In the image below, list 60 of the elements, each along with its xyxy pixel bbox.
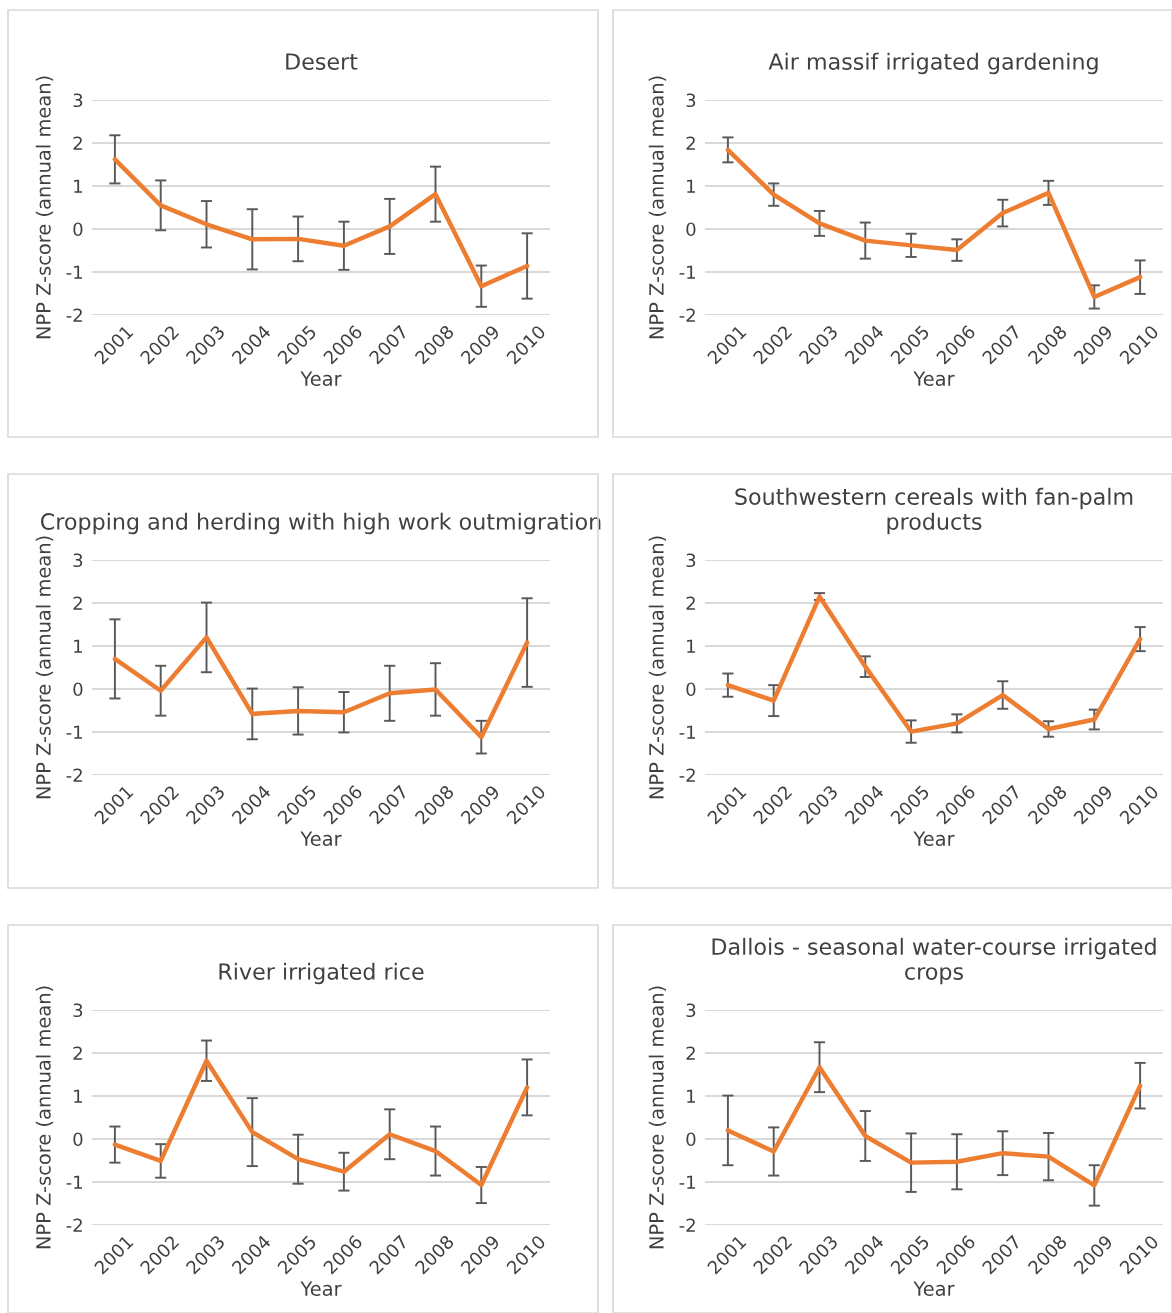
y-tick-label: 1: [74, 1089, 82, 1103]
y-tick-label: 1: [687, 639, 695, 653]
y-tick-label: 1: [687, 1089, 695, 1103]
y-tick-label: 3: [686, 1003, 696, 1018]
y-axis-title: NPP Z-score (annual mean): [35, 76, 54, 339]
chart-title: Dallois - seasonal water-course irrigated crops: [712, 937, 1156, 985]
y-tick-label: -2: [66, 308, 82, 322]
y-tick-label: 2: [73, 1046, 82, 1060]
line-series: [112, 635, 530, 740]
y-tick-label: 2: [686, 596, 695, 610]
x-axis-title: Year: [913, 831, 955, 847]
y-tick-label: 1: [74, 639, 82, 653]
y-tick-label: 0: [686, 222, 696, 237]
y-tick-label: -1: [679, 265, 695, 279]
y-tick-label: -2: [66, 1218, 82, 1232]
y-tick-label: 0: [73, 682, 83, 697]
y-tick-label: 3: [73, 93, 83, 108]
x-axis-title: Year: [913, 371, 955, 387]
chart-title: Air massif irrigated gardening: [768, 52, 1098, 75]
y-tick-label: 0: [73, 222, 83, 237]
y-tick-label: 3: [73, 553, 83, 568]
y-tick-label: 3: [73, 1003, 83, 1018]
chart-title: Cropping and herding with high work outmigration: [41, 512, 601, 535]
chart-title: River irrigated rice: [219, 962, 424, 985]
line-series: [725, 594, 1143, 734]
y-tick-label: 3: [686, 93, 696, 108]
x-axis-title: Year: [913, 1281, 955, 1297]
line-series: [112, 1058, 530, 1188]
y-tick-label: -1: [66, 725, 82, 739]
y-tick-label: -1: [679, 725, 695, 739]
y-axis-title: NPP Z-score (annual mean): [35, 986, 54, 1249]
y-tick-label: 0: [73, 1132, 83, 1147]
y-axis-title: NPP Z-score (annual mean): [648, 536, 667, 799]
y-tick-label: -2: [66, 768, 82, 782]
y-tick-label: 2: [686, 136, 695, 150]
y-tick-label: 2: [686, 1046, 695, 1060]
y-tick-label: -2: [679, 1218, 695, 1232]
y-axis-title: NPP Z-score (annual mean): [648, 986, 667, 1249]
y-tick-label: -1: [66, 1175, 82, 1189]
y-tick-label: 2: [73, 136, 82, 150]
y-tick-label: 0: [686, 1132, 696, 1147]
y-tick-label: 3: [686, 553, 696, 568]
x-axis-title: Year: [300, 371, 342, 387]
x-axis-title: Year: [300, 1281, 342, 1297]
chart-title: Southwestern cereals with fan-palm products: [735, 487, 1133, 535]
y-tick-label: -2: [679, 308, 695, 322]
line-series: [725, 147, 1143, 300]
y-tick-label: 1: [687, 179, 695, 193]
y-tick-label: 1: [74, 179, 82, 193]
y-tick-label: -2: [679, 768, 695, 782]
line-series: [725, 1064, 1143, 1188]
y-tick-label: -1: [679, 1175, 695, 1189]
y-tick-label: -1: [66, 265, 82, 279]
line-series: [112, 157, 530, 289]
x-axis-title: Year: [300, 831, 342, 847]
y-axis-title: NPP Z-score (annual mean): [35, 536, 54, 799]
chart-title: Desert: [286, 53, 358, 70]
y-tick-label: 2: [73, 596, 82, 610]
y-axis-title: NPP Z-score (annual mean): [648, 76, 667, 339]
y-tick-label: 0: [686, 682, 696, 697]
